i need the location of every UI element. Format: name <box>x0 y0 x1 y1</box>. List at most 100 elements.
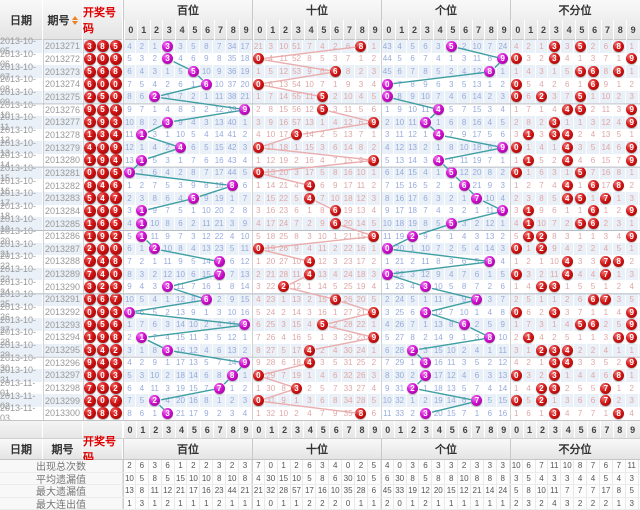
omission-value: 1 <box>294 396 299 406</box>
sort-icon[interactable] <box>71 15 78 25</box>
omission-cell: 7 <box>432 242 446 256</box>
winning-ball: 2 <box>109 344 122 357</box>
omission-cell: 3 <box>613 293 626 306</box>
row-issue: 2013281 <box>43 166 83 180</box>
omission-cell: 7 <box>548 217 562 230</box>
omission-value: 9 <box>242 219 248 229</box>
winning-ball: 9 <box>109 141 122 154</box>
omission-value: 2 <box>371 256 377 266</box>
omission-cell: 6 <box>561 77 575 91</box>
omission-value: 10 <box>292 256 301 266</box>
stats-value-cell: 24 <box>497 485 510 497</box>
omission-value: 10 <box>150 219 160 229</box>
omission-value: 2 <box>552 332 557 342</box>
omission-cell: 2 <box>471 217 484 230</box>
omission-value: 14 <box>201 256 211 266</box>
omission-value: 18 <box>266 231 276 241</box>
stats-value-cell: 4 <box>587 472 600 484</box>
omission-value: 8 <box>216 54 222 64</box>
omission-cell: 5 <box>561 65 575 78</box>
digit-column-header: 8 <box>355 20 368 40</box>
omission-value: 4 <box>127 358 132 368</box>
omission-cell: 10 <box>200 65 214 78</box>
omission-value: 5 <box>590 143 596 153</box>
stats-value-cell: 7 <box>561 485 575 497</box>
drawn-digit-ball-cell: 3 <box>419 115 433 129</box>
omission-value: 13 <box>279 79 289 89</box>
omission-value: 4 <box>436 206 441 216</box>
omission-cell: 8 <box>394 90 407 104</box>
omission-cell: 5 <box>187 255 201 268</box>
omission-cell: 6 <box>600 40 613 53</box>
omission-cell: 12 <box>278 65 291 78</box>
omission-cell: 2 <box>419 331 433 344</box>
omission-cell: 12 <box>291 280 304 294</box>
omission-value: 1 <box>371 345 377 355</box>
omission-value: 16 <box>176 345 185 355</box>
omission-value: 7 <box>474 383 480 393</box>
omission-cell: 16 <box>432 356 446 370</box>
omission-cell: 2 <box>509 191 523 205</box>
omission-value: 20 <box>472 168 482 178</box>
omission-value: 25 <box>266 320 276 330</box>
omission-value: 1 <box>307 282 312 292</box>
omission-cell: 10 <box>380 217 394 230</box>
omission-cell: 4 <box>561 318 575 332</box>
omission-cell: 1 <box>626 217 639 230</box>
omission-value: 8 <box>152 193 157 203</box>
omission-value: 3 <box>487 294 493 304</box>
omission-cell: 5 <box>226 242 240 256</box>
omission-value: 1 <box>577 332 583 342</box>
omission-cell: 1 <box>239 369 252 382</box>
omission-cell: 10 <box>380 394 394 408</box>
omission-cell: 24 <box>265 305 278 319</box>
omission-value: 6 <box>229 256 235 266</box>
omission-cell: 4 <box>626 407 639 420</box>
omission-value: 16 <box>356 244 366 254</box>
drawn-digit-ball-cell: 1 <box>136 331 149 344</box>
row-issue: 2013295 <box>43 343 83 357</box>
drawn-digit-ball: 8 <box>355 40 367 52</box>
omission-cell: 3 <box>251 115 265 129</box>
digit-column-header: 4 <box>175 20 188 40</box>
omission-value: 8 <box>410 332 415 342</box>
winning-ball: 5 <box>109 217 122 230</box>
row-issue: 2013277 <box>43 115 83 129</box>
omission-cell: 5 <box>458 242 472 256</box>
stats-row: 平均遗漏值 10 5 8 5 15 10 10 8 10 8 4 30 15 10 5 8 6 30 10 5 6 30 8 5… <box>0 472 640 486</box>
omission-value: 5 <box>204 143 209 153</box>
omission-value: 4 <box>513 219 519 229</box>
omission-cell: 9 <box>200 191 214 205</box>
omission-value: 1 <box>371 130 377 140</box>
omission-cell: 3 <box>419 343 433 357</box>
digit-column-header: 7 <box>342 421 355 438</box>
omission-cell: 10 <box>471 40 484 53</box>
omission-value: 6 <box>332 370 338 380</box>
stats-row: 出现总次数 2 6 3 6 1 2 2 3 2 3 7 0 1 2 6 3 4 0 2 5 4 0 3 6 3 3 2 3 3 3 10 6 7 1… <box>0 460 640 473</box>
drawn-digit-ball: 1 <box>136 331 148 343</box>
omission-value: 1 <box>139 345 145 355</box>
omission-value: 53 <box>292 67 301 77</box>
omission-cell: 13 <box>394 153 407 167</box>
omission-value: 3 <box>165 383 170 393</box>
omission-cell: 26 <box>342 293 356 306</box>
omission-value: 5 <box>178 206 183 216</box>
digit-column-header: 3 <box>290 421 304 438</box>
omission-value: 1 <box>332 307 338 317</box>
omission-value: 19 <box>266 244 276 254</box>
stats-value-cell: 8 <box>523 485 536 497</box>
omission-value: 11 <box>227 320 237 330</box>
digit-column-header: 5 <box>316 20 330 40</box>
omission-value: 3 <box>191 105 196 115</box>
omission-value: 4 <box>358 92 364 102</box>
omission-value: 11 <box>240 244 250 254</box>
omission-cell: 16 <box>316 305 330 319</box>
omission-value: 4 <box>474 244 480 254</box>
omission-value: 14 <box>446 396 456 406</box>
omission-value: 13 <box>188 358 198 368</box>
stats-value-cell: 7 <box>574 485 588 497</box>
omission-value: 2 <box>410 256 415 266</box>
omission-cell: 4 <box>509 40 523 53</box>
omission-value: 12 <box>420 269 430 279</box>
